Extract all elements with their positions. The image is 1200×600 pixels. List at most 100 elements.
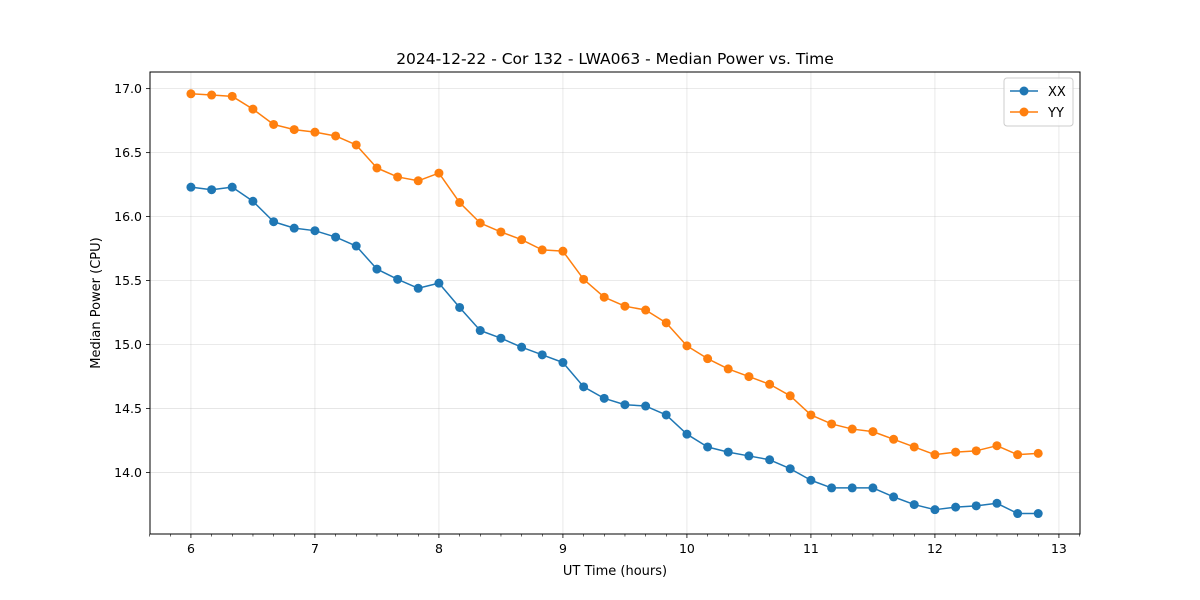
data-point-xx xyxy=(517,342,527,352)
data-point-yy xyxy=(207,90,217,100)
data-point-xx xyxy=(723,447,733,457)
data-point-xx xyxy=(620,400,630,410)
x-tick-label: 6 xyxy=(187,541,195,556)
data-point-yy xyxy=(992,441,1002,451)
data-point-xx xyxy=(868,483,878,493)
x-tick-label: 8 xyxy=(435,541,443,556)
x-axis-label: UT Time (hours) xyxy=(563,564,667,579)
data-point-yy xyxy=(269,119,279,129)
data-point-yy xyxy=(951,447,961,457)
data-point-yy xyxy=(744,372,754,382)
grid xyxy=(150,72,1080,534)
data-point-yy xyxy=(558,246,568,256)
data-point-yy xyxy=(186,89,196,99)
y-tick-label: 14.5 xyxy=(114,401,142,416)
data-point-yy xyxy=(847,424,857,434)
data-point-yy xyxy=(475,218,485,228)
data-point-yy xyxy=(620,301,630,311)
data-point-yy xyxy=(455,198,465,208)
data-point-xx xyxy=(393,274,403,284)
y-tick-label: 16.5 xyxy=(114,145,142,160)
y-axis-label: Median Power (CPU) xyxy=(89,237,104,368)
data-point-xx xyxy=(289,223,299,233)
data-point-yy xyxy=(930,450,940,460)
data-point-xx xyxy=(930,505,940,515)
data-point-xx xyxy=(537,350,547,360)
data-point-yy xyxy=(579,274,589,284)
data-point-xx xyxy=(827,483,837,493)
data-point-xx xyxy=(434,278,444,288)
data-point-yy xyxy=(641,305,651,315)
data-point-xx xyxy=(269,217,279,227)
data-point-xx xyxy=(682,429,692,439)
data-point-xx xyxy=(579,382,589,392)
data-point-xx xyxy=(951,502,961,512)
data-point-yy xyxy=(227,91,237,101)
data-point-yy xyxy=(434,168,444,178)
data-point-yy xyxy=(868,427,878,437)
data-point-yy xyxy=(413,176,423,186)
data-point-xx xyxy=(475,326,485,336)
data-point-xx xyxy=(331,232,341,242)
data-point-yy xyxy=(248,104,258,114)
data-point-xx xyxy=(909,500,919,510)
x-tick-label: 9 xyxy=(559,541,567,556)
data-point-xx xyxy=(992,498,1002,508)
data-point-xx xyxy=(558,358,568,368)
data-point-yy xyxy=(372,163,382,173)
data-point-xx xyxy=(785,464,795,474)
data-point-yy xyxy=(289,125,299,135)
y-tick-label: 17.0 xyxy=(114,81,142,96)
legend-marker-yy xyxy=(1019,107,1029,117)
legend-label-xx: XX xyxy=(1048,85,1066,100)
data-point-yy xyxy=(765,379,775,389)
data-point-yy xyxy=(393,172,403,182)
data-point-xx xyxy=(847,483,857,493)
y-tick-label: 14.0 xyxy=(114,465,142,480)
data-point-yy xyxy=(1013,450,1023,460)
data-point-yy xyxy=(703,354,713,364)
data-point-yy xyxy=(599,292,609,302)
data-point-yy xyxy=(661,318,671,328)
data-point-xx xyxy=(889,492,899,502)
data-point-xx xyxy=(1013,509,1023,519)
data-point-xx xyxy=(703,442,713,452)
x-tick-label: 11 xyxy=(803,541,819,556)
data-point-xx xyxy=(227,182,237,192)
data-point-yy xyxy=(517,235,527,245)
data-point-xx xyxy=(496,333,506,343)
data-point-xx xyxy=(310,226,320,236)
y-tick-label: 15.0 xyxy=(114,337,142,352)
data-point-yy xyxy=(723,364,733,374)
chart-title: 2024-12-22 - Cor 132 - LWA063 - Median P… xyxy=(396,50,834,68)
data-point-yy xyxy=(1033,448,1043,458)
data-point-xx xyxy=(248,196,258,206)
data-point-xx xyxy=(661,410,671,420)
data-point-xx xyxy=(971,501,981,511)
data-point-xx xyxy=(765,455,775,465)
series-line-xx xyxy=(190,186,1039,515)
y-tick-label: 15.5 xyxy=(114,273,142,288)
data-point-xx xyxy=(599,393,609,403)
data-point-xx xyxy=(806,475,816,485)
data-point-xx xyxy=(1033,509,1043,519)
data-point-xx xyxy=(351,241,361,251)
data-point-yy xyxy=(889,434,899,444)
data-point-yy xyxy=(785,391,795,401)
data-point-yy xyxy=(537,245,547,255)
data-point-yy xyxy=(496,227,506,237)
data-point-yy xyxy=(827,419,837,429)
x-tick-label: 13 xyxy=(1051,541,1067,556)
data-point-xx xyxy=(413,283,423,293)
data-point-xx xyxy=(207,185,217,195)
data-point-xx xyxy=(186,182,196,192)
data-point-xx xyxy=(744,451,754,461)
legend: XX YY xyxy=(1003,77,1074,127)
y-tick-label: 16.0 xyxy=(114,209,142,224)
legend-label-yy: YY xyxy=(1047,106,1064,121)
data-point-yy xyxy=(909,442,919,452)
plot-frame xyxy=(149,71,1081,535)
data-point-yy xyxy=(806,410,816,420)
data-point-yy xyxy=(682,341,692,351)
axes: 6 7 8 9 10 11 12 13 14.0 14.5 15.0 15.5 16.0 16.5 17.0 xyxy=(114,81,1080,556)
